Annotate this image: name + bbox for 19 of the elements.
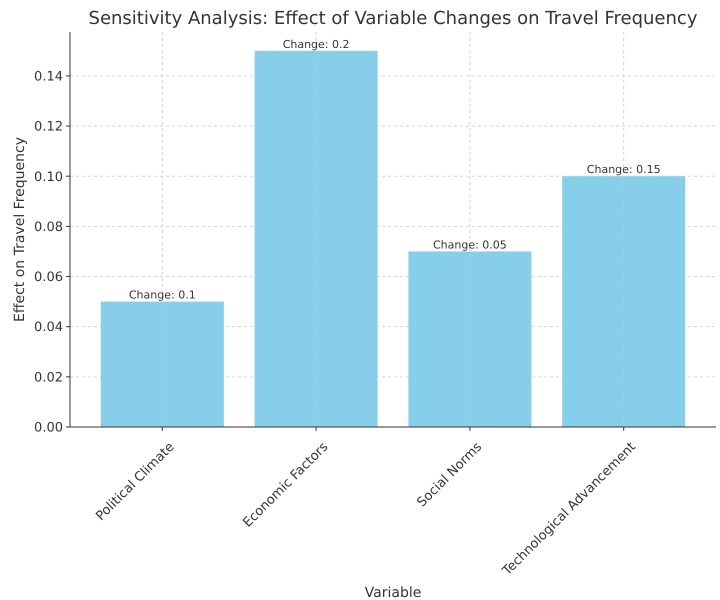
y-tick-label: 0.10 xyxy=(34,170,63,185)
y-axis-title: Effect on Travel Frequency xyxy=(12,136,28,322)
bar xyxy=(408,251,532,427)
annotation: Change: 0.1 xyxy=(128,288,196,302)
annotation: Change: 0.2 xyxy=(282,38,350,51)
chart-title: Sensitivity Analysis: Effect of Variable Changes on Travel Frequency xyxy=(88,8,698,29)
annotation: Change: 0.05 xyxy=(433,238,507,252)
y-tick-label: 0.00 xyxy=(34,420,63,436)
bar xyxy=(254,50,378,427)
y-tick-label: 0.02 xyxy=(34,370,63,386)
x-axis-title: Variable xyxy=(364,585,422,600)
y-tick-label: 0.06 xyxy=(34,270,63,286)
y-tick-label: 0.12 xyxy=(34,120,63,135)
y-tick-label: 0.04 xyxy=(34,320,63,336)
bar xyxy=(562,176,686,427)
y-tick-label: 0.08 xyxy=(34,220,63,235)
annotation: Change: 0.15 xyxy=(586,163,661,176)
bar xyxy=(100,302,224,427)
y-tick-label: 0.14 xyxy=(34,69,63,84)
